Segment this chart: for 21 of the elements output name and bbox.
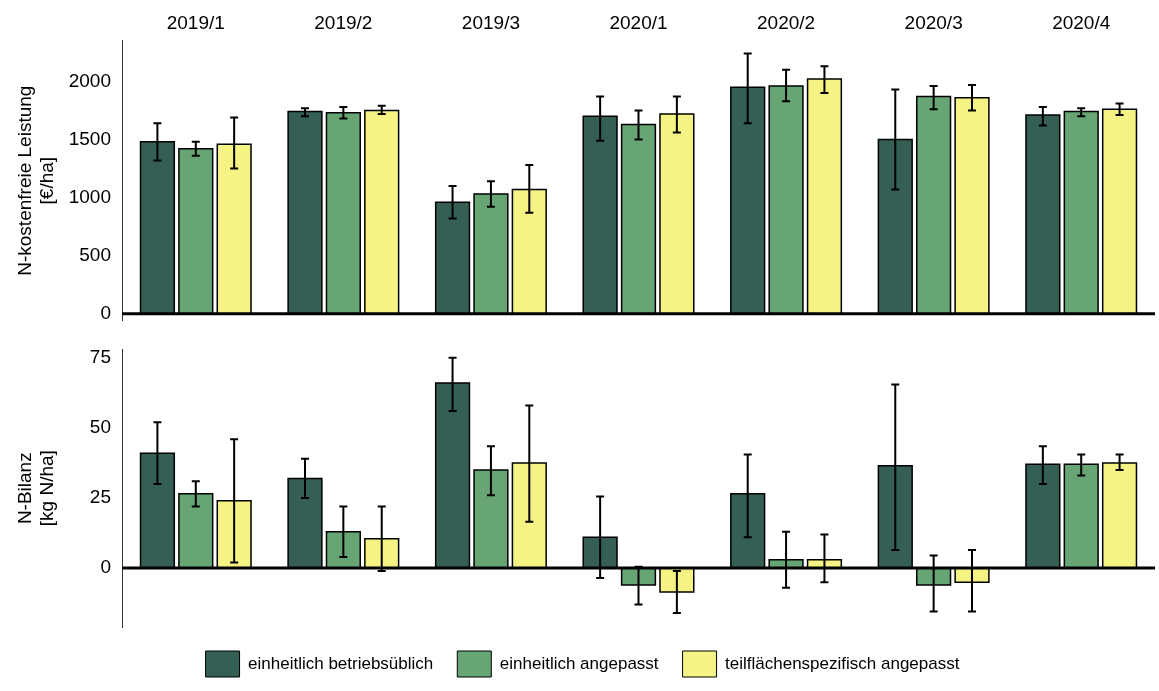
y-axis-title: N-kostenfreie Leistung [€/ha] bbox=[13, 85, 58, 276]
y-axis-title: N-Bilanz [kg N/ha] bbox=[13, 450, 58, 527]
legend-label: einheitlich angepasst bbox=[499, 653, 659, 673]
y-tick-label: 2000 bbox=[68, 69, 111, 91]
y-tick-label: 25 bbox=[89, 486, 111, 508]
x-tick-label: 2020/1 bbox=[609, 11, 668, 33]
y-tick-label: 500 bbox=[79, 243, 111, 265]
x-tick-label: 2019/3 bbox=[461, 11, 520, 33]
y-tick-label: 0 bbox=[100, 301, 111, 323]
y-tick-label: 1000 bbox=[68, 185, 111, 207]
x-tick-label: 2020/3 bbox=[904, 11, 963, 33]
x-tick-label: 2019/1 bbox=[166, 11, 225, 33]
x-tick-label: 2020/2 bbox=[757, 11, 816, 33]
legend-label: teilflächenspezifisch angepasst bbox=[725, 653, 960, 673]
x-tick-label: 2020/4 bbox=[1052, 11, 1111, 33]
legend-label: einheitlich betriebsüblich bbox=[248, 653, 434, 673]
y-tick-label: 0 bbox=[100, 556, 111, 578]
y-tick-label: 1500 bbox=[68, 127, 111, 149]
y-tick-label: 50 bbox=[89, 416, 111, 438]
x-tick-label: 2019/2 bbox=[314, 11, 373, 33]
y-tick-label: 75 bbox=[89, 346, 111, 368]
